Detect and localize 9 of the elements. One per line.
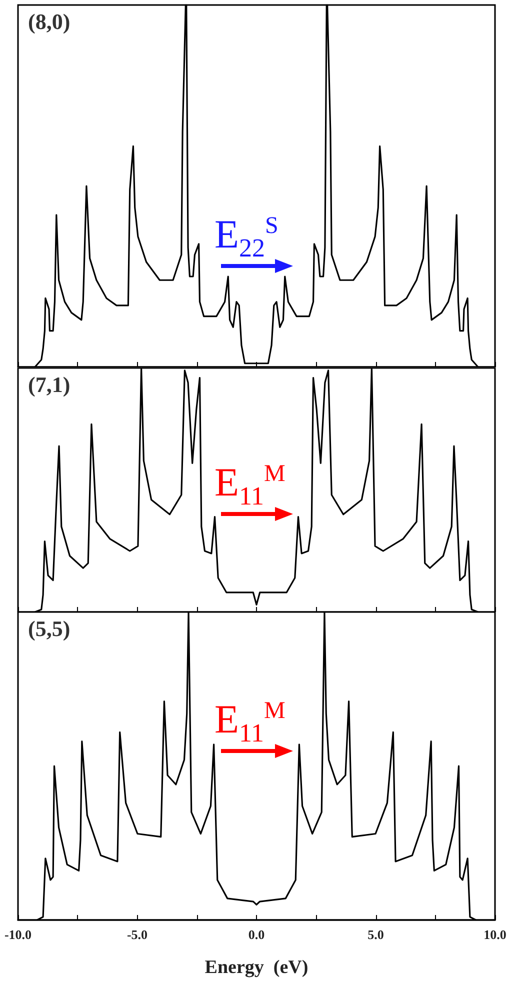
- x-tick-label: 10.0: [484, 927, 506, 942]
- x-tick-label: -10.0: [4, 927, 32, 942]
- x-axis-title: Energy (eV): [204, 957, 308, 978]
- x-tick-label: 0.0: [248, 927, 265, 942]
- annotation: (7,1): [28, 372, 70, 398]
- annotation: (5,5): [28, 616, 70, 642]
- x-tick-label: 5.0: [368, 927, 384, 942]
- annotation: (8,0): [28, 9, 70, 35]
- x-tick-label: -5.0: [126, 927, 148, 942]
